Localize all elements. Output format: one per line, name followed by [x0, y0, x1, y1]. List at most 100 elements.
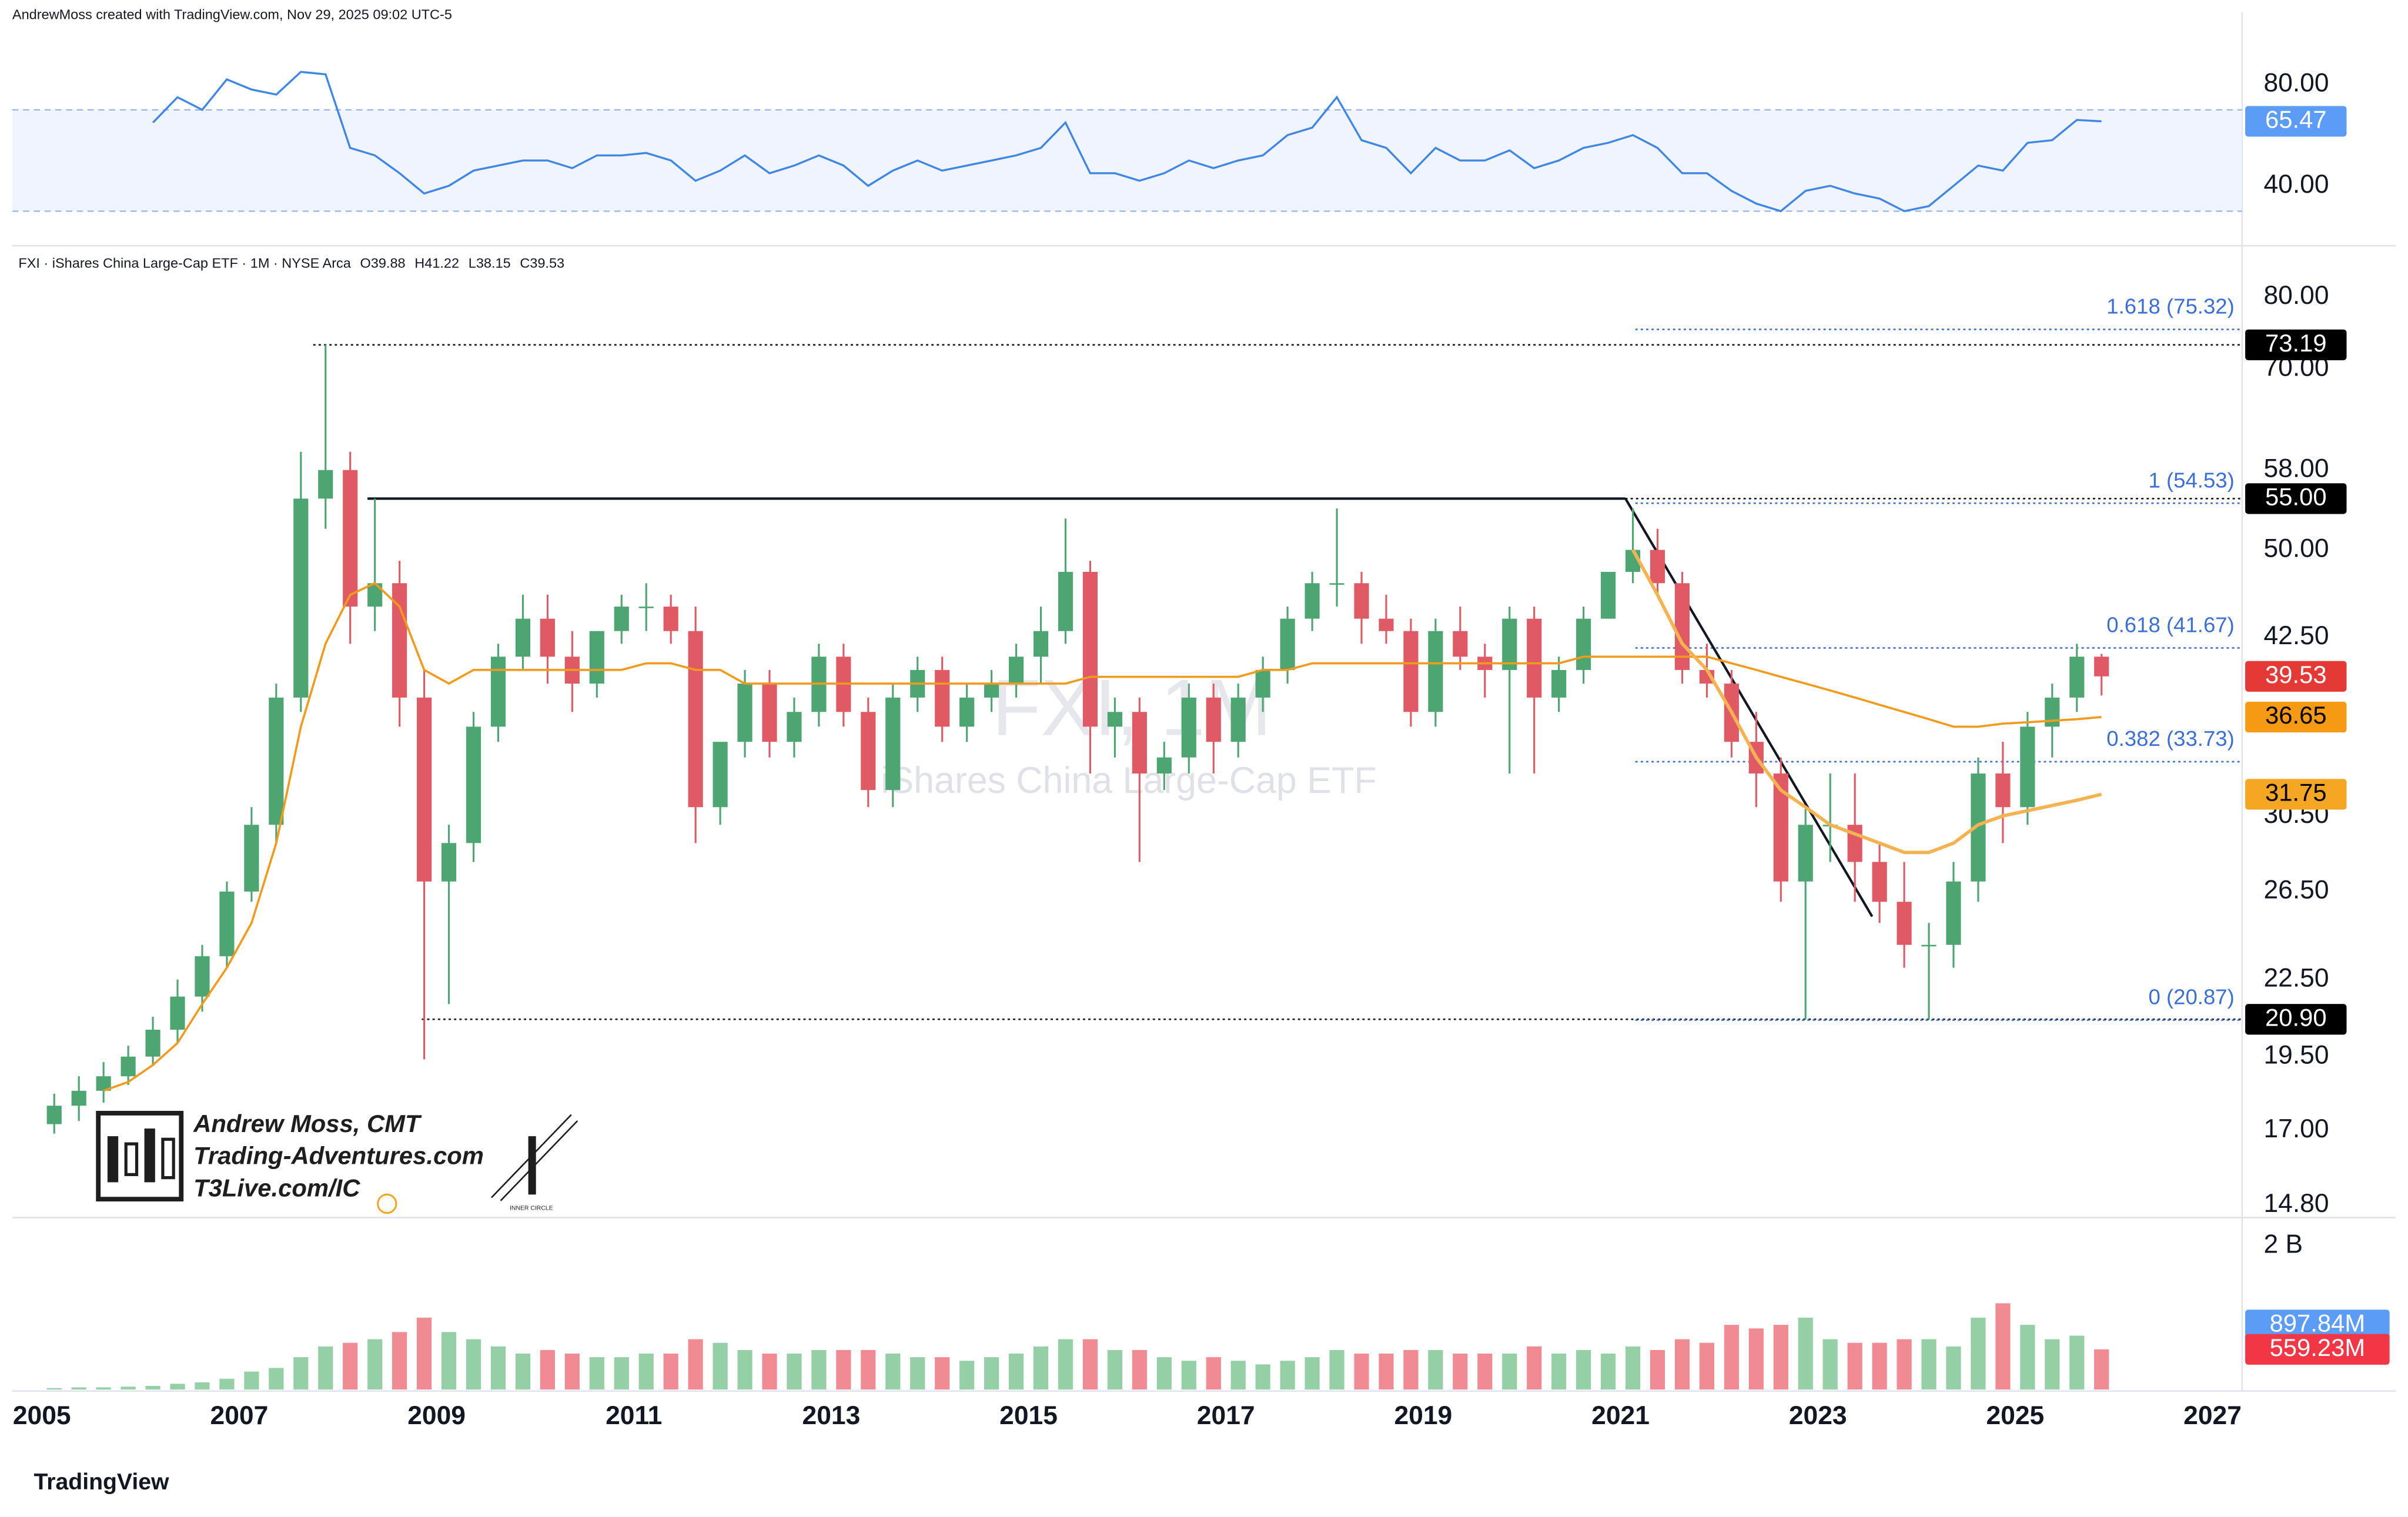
ohlc-value: 38.15	[476, 256, 511, 271]
volume-bar	[1230, 1361, 1246, 1390]
candle-body	[293, 498, 309, 698]
price-label-box	[2245, 1004, 2347, 1035]
candle-body	[1329, 583, 1345, 585]
volume-bar	[1107, 1349, 1122, 1390]
volume-bar	[1674, 1339, 1690, 1390]
rsi-band	[12, 109, 2242, 212]
candle-body	[1576, 618, 1591, 670]
candle-body	[688, 631, 703, 808]
volume-bar	[1971, 1317, 1986, 1390]
ohlc-value: 41.22	[424, 256, 459, 271]
footer-brand: TradingView	[34, 1469, 169, 1495]
candle-body	[1428, 631, 1443, 712]
volume-bar	[2069, 1335, 2085, 1390]
volume-bar	[811, 1349, 827, 1390]
candle-body	[1600, 571, 1616, 619]
volume-bar	[1379, 1353, 1394, 1390]
moving-average	[1631, 549, 2102, 855]
candle-body	[1255, 669, 1270, 698]
x-tick-label: 2013	[802, 1401, 861, 1430]
price-label-box	[2245, 329, 2347, 360]
candle-body	[959, 697, 975, 727]
logo-icon	[107, 1136, 119, 1183]
volume-bar	[195, 1382, 210, 1390]
candle-body	[1798, 825, 1813, 882]
volume-bar	[1008, 1353, 1024, 1390]
candle-body	[713, 742, 728, 808]
volume-bar	[219, 1378, 235, 1390]
candle-body	[1403, 631, 1419, 712]
volume-label-box	[2245, 1334, 2390, 1365]
volume-bar	[2094, 1349, 2109, 1390]
candle-body	[219, 891, 235, 956]
header: AndrewMoss created with TradingView.com,…	[12, 6, 452, 22]
candle-body	[1453, 631, 1468, 657]
candle-body	[343, 470, 358, 607]
price-label: 73.19	[2265, 329, 2327, 357]
volume-bar	[367, 1339, 383, 1390]
branding: Andrew Moss, CMT Trading-Adventures.com …	[96, 1110, 578, 1214]
volume-bar	[466, 1339, 481, 1390]
volume-bar	[343, 1342, 358, 1390]
candle-body	[1033, 631, 1049, 657]
volume-bar	[1181, 1361, 1196, 1390]
volume-bar	[638, 1353, 654, 1390]
volume-bar	[540, 1349, 555, 1390]
price-label-box	[2245, 483, 2347, 514]
x-tick-label: 2007	[210, 1401, 269, 1430]
volume-bar	[417, 1317, 432, 1390]
volume-bar	[293, 1357, 309, 1390]
volume-bar	[787, 1353, 802, 1390]
candle-body	[540, 618, 555, 657]
ohlc-key: O	[360, 256, 371, 271]
volume-bar	[2045, 1339, 2060, 1390]
candle-body	[1305, 583, 1320, 619]
volume-bar	[910, 1357, 925, 1390]
candle-body	[614, 607, 629, 631]
volume-bar	[1033, 1346, 1049, 1390]
candle-body	[515, 618, 531, 657]
price-label-box	[2245, 779, 2347, 810]
volume-bar	[564, 1353, 580, 1390]
candle-body	[170, 996, 185, 1030]
volume-bar	[1354, 1353, 1369, 1390]
volume-bar	[1995, 1303, 2011, 1390]
candle-body	[1995, 773, 2011, 808]
fib-label: 1 (54.53)	[2148, 468, 2234, 492]
candle-body	[1132, 712, 1147, 774]
volume-bar	[614, 1357, 629, 1390]
price-label: 39.53	[2265, 661, 2327, 688]
volume-bar	[71, 1387, 86, 1390]
y-tick-label: 26.50	[2263, 876, 2329, 905]
fib-label: 1.618 (75.32)	[2106, 294, 2235, 319]
candle-body	[737, 684, 752, 742]
y-tick-label: 80.00	[2263, 281, 2329, 310]
logo-icon	[124, 1142, 139, 1177]
volume-bar	[885, 1353, 901, 1390]
candle-body	[762, 684, 777, 742]
volume-bar	[1329, 1349, 1345, 1390]
candle-body	[1181, 697, 1196, 758]
logo-icon	[161, 1137, 175, 1180]
volume-bar	[935, 1357, 950, 1390]
x-tick-label: 2021	[1591, 1401, 1650, 1430]
rsi-tick-label: 40.00	[2263, 170, 2329, 199]
volume-bar	[1748, 1328, 1764, 1390]
price-label: 55.00	[2265, 483, 2327, 510]
rsi-value-label: 65.47	[2265, 105, 2327, 133]
fib-label: 0.618 (41.67)	[2106, 613, 2235, 637]
y-tick-label: 42.50	[2263, 621, 2329, 650]
volume-bar	[318, 1346, 333, 1390]
volume-bar	[1428, 1349, 1443, 1390]
volume-bar	[836, 1349, 851, 1390]
candle-body	[2094, 657, 2109, 677]
volume-bar	[663, 1353, 678, 1390]
candle-body	[935, 669, 950, 727]
candle-body	[1551, 669, 1567, 698]
x-tick-label: 2025	[1986, 1401, 2044, 1430]
volume-bar	[441, 1332, 457, 1390]
price-label-box	[2245, 661, 2347, 692]
x-tick-label: 2017	[1197, 1401, 1255, 1430]
ohlc-key: C	[520, 256, 530, 271]
